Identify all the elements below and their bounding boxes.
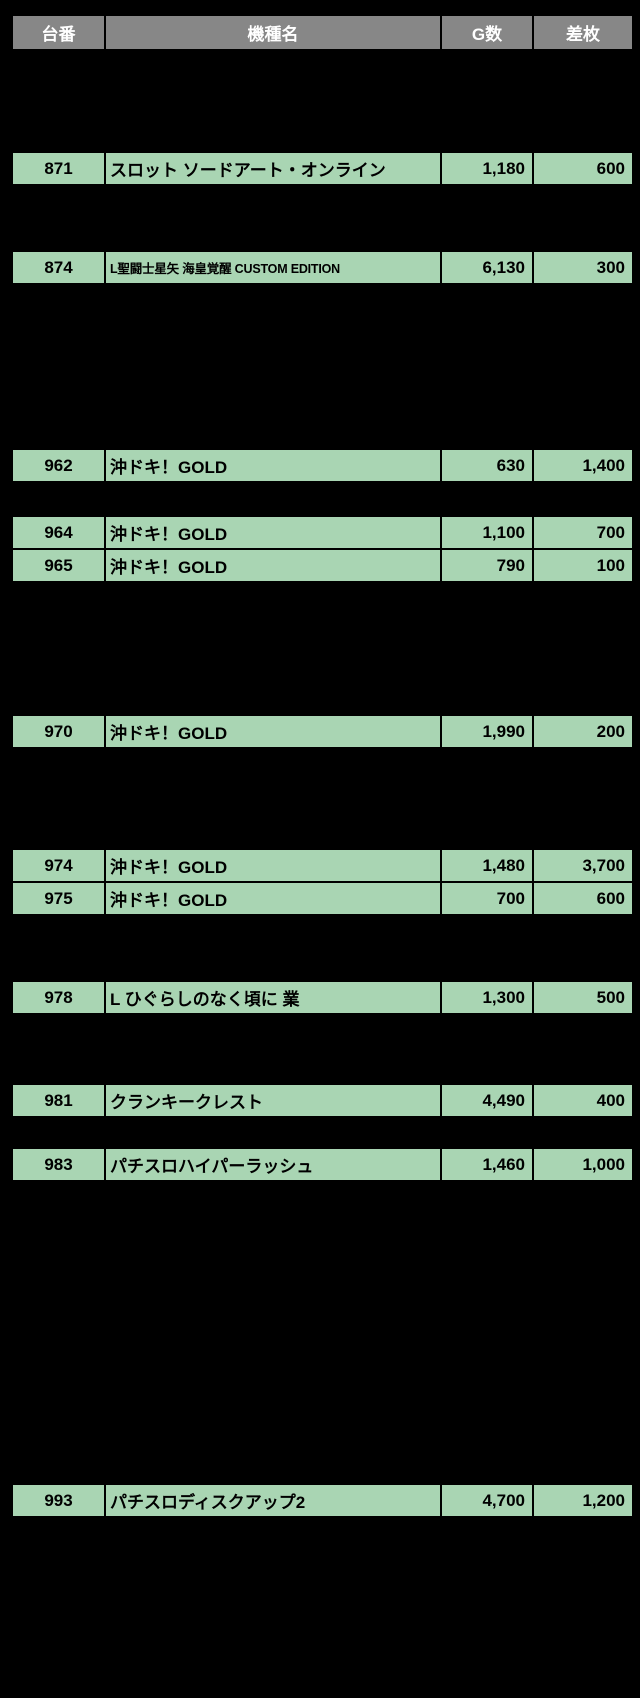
table-row: 981 クランキークレスト 4,490 400 xyxy=(13,1084,632,1117)
cell-machine-number: 983 xyxy=(13,1149,104,1180)
cell-machine-name: 沖ドキ！GOLD xyxy=(104,850,440,881)
cell-diff-medals: 300 xyxy=(532,252,632,283)
header-machine-number: 台番 xyxy=(13,16,104,49)
cell-machine-number: 993 xyxy=(13,1485,104,1516)
table-row: 975 沖ドキ！GOLD 700 600 xyxy=(13,882,632,915)
cell-machine-number: 964 xyxy=(13,517,104,548)
cell-diff-medals: 700 xyxy=(532,517,632,548)
cell-machine-number: 975 xyxy=(13,883,104,914)
cell-diff-medals: 400 xyxy=(532,1085,632,1116)
table-row: 974 沖ドキ！GOLD 1,480 3,700 xyxy=(13,849,632,882)
cell-diff-medals: 100 xyxy=(532,550,632,581)
table-row: 993 パチスロディスクアップ2 4,700 1,200 xyxy=(13,1484,632,1517)
table-row: 978 L ひぐらしのなく頃に 業 1,300 500 xyxy=(13,981,632,1014)
cell-game-count: 630 xyxy=(440,450,532,481)
cell-game-count: 1,990 xyxy=(440,716,532,747)
cell-diff-medals: 1,200 xyxy=(532,1485,632,1516)
header-diff-medals: 差枚 xyxy=(532,16,632,49)
cell-game-count: 6,130 xyxy=(440,252,532,283)
cell-machine-name: 沖ドキ！GOLD xyxy=(104,450,440,481)
cell-game-count: 1,460 xyxy=(440,1149,532,1180)
cell-diff-medals: 600 xyxy=(532,153,632,184)
cell-machine-name: 沖ドキ！GOLD xyxy=(104,550,440,581)
cell-machine-number: 978 xyxy=(13,982,104,1013)
cell-diff-medals: 1,400 xyxy=(532,450,632,481)
table-row: 970 沖ドキ！GOLD 1,990 200 xyxy=(13,715,632,748)
cell-machine-name: L聖闘士星矢 海皇覚醒 CUSTOM EDITION xyxy=(104,252,440,283)
cell-game-count: 700 xyxy=(440,883,532,914)
cell-machine-number: 974 xyxy=(13,850,104,881)
cell-machine-name: 沖ドキ！GOLD xyxy=(104,716,440,747)
header-machine-name: 機種名 xyxy=(104,16,440,49)
cell-diff-medals: 600 xyxy=(532,883,632,914)
cell-game-count: 4,700 xyxy=(440,1485,532,1516)
table-row: 871 スロット ソードアート・オンライン 1,180 600 xyxy=(13,152,632,185)
cell-diff-medals: 500 xyxy=(532,982,632,1013)
cell-machine-name: 沖ドキ！GOLD xyxy=(104,883,440,914)
cell-machine-name: パチスロディスクアップ2 xyxy=(104,1485,440,1516)
table-row: 983 パチスロハイパーラッシュ 1,460 1,000 xyxy=(13,1148,632,1181)
header-game-count: G数 xyxy=(440,16,532,49)
cell-game-count: 1,100 xyxy=(440,517,532,548)
cell-machine-name: クランキークレスト xyxy=(104,1085,440,1116)
cell-machine-number: 981 xyxy=(13,1085,104,1116)
cell-diff-medals: 1,000 xyxy=(532,1149,632,1180)
table-row: 874 L聖闘士星矢 海皇覚醒 CUSTOM EDITION 6,130 300 xyxy=(13,251,632,284)
cell-machine-name: 沖ドキ！GOLD xyxy=(104,517,440,548)
cell-machine-number: 874 xyxy=(13,252,104,283)
cell-machine-name: スロット ソードアート・オンライン xyxy=(104,153,440,184)
cell-diff-medals: 200 xyxy=(532,716,632,747)
cell-game-count: 1,300 xyxy=(440,982,532,1013)
cell-machine-number: 871 xyxy=(13,153,104,184)
cell-machine-number: 962 xyxy=(13,450,104,481)
cell-machine-name: L ひぐらしのなく頃に 業 xyxy=(104,982,440,1013)
cell-game-count: 1,480 xyxy=(440,850,532,881)
table-row: 964 沖ドキ！GOLD 1,100 700 xyxy=(13,516,632,549)
cell-game-count: 790 xyxy=(440,550,532,581)
table-header: 台番 機種名 G数 差枚 xyxy=(13,15,632,50)
cell-machine-number: 970 xyxy=(13,716,104,747)
cell-machine-name: パチスロハイパーラッシュ xyxy=(104,1149,440,1180)
table-row: 965 沖ドキ！GOLD 790 100 xyxy=(13,549,632,582)
cell-game-count: 4,490 xyxy=(440,1085,532,1116)
table-row: 962 沖ドキ！GOLD 630 1,400 xyxy=(13,449,632,482)
cell-game-count: 1,180 xyxy=(440,153,532,184)
cell-machine-number: 965 xyxy=(13,550,104,581)
cell-diff-medals: 3,700 xyxy=(532,850,632,881)
